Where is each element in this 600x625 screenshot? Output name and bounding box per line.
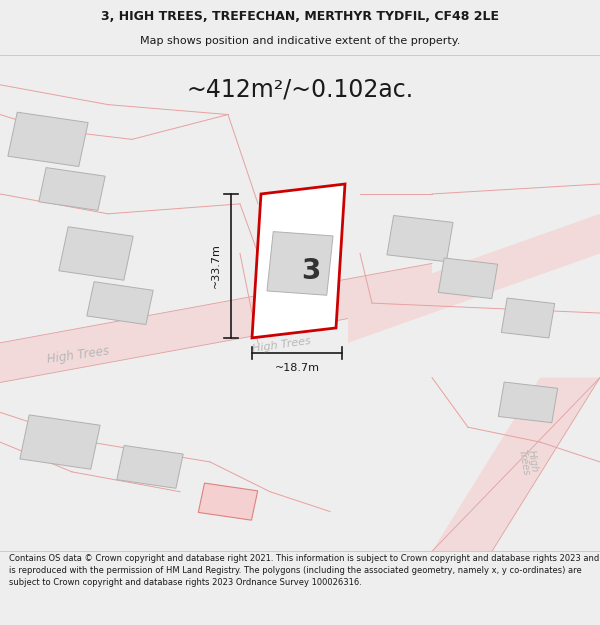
Polygon shape xyxy=(502,298,554,338)
Polygon shape xyxy=(198,483,258,520)
Polygon shape xyxy=(20,415,100,469)
Text: Map shows position and indicative extent of the property.: Map shows position and indicative extent… xyxy=(140,36,460,46)
Polygon shape xyxy=(499,382,557,423)
Text: High
Trees: High Trees xyxy=(516,448,540,477)
Text: ~412m²/~0.102ac.: ~412m²/~0.102ac. xyxy=(187,78,413,102)
Polygon shape xyxy=(439,258,497,299)
Polygon shape xyxy=(8,112,88,166)
Text: ~33.7m: ~33.7m xyxy=(211,244,221,288)
Text: Contains OS data © Crown copyright and database right 2021. This information is : Contains OS data © Crown copyright and d… xyxy=(9,554,599,587)
Text: ~18.7m: ~18.7m xyxy=(275,362,320,372)
Text: High Trees: High Trees xyxy=(46,344,110,366)
Polygon shape xyxy=(39,168,105,211)
Polygon shape xyxy=(267,232,333,295)
Polygon shape xyxy=(87,282,153,324)
Polygon shape xyxy=(0,263,432,382)
Text: 3, HIGH TREES, TREFECHAN, MERTHYR TYDFIL, CF48 2LE: 3, HIGH TREES, TREFECHAN, MERTHYR TYDFIL… xyxy=(101,10,499,23)
Polygon shape xyxy=(117,446,183,488)
Text: High Trees: High Trees xyxy=(252,336,312,354)
Polygon shape xyxy=(59,227,133,280)
Text: 3: 3 xyxy=(301,257,320,285)
Polygon shape xyxy=(387,216,453,262)
Polygon shape xyxy=(432,378,600,551)
Polygon shape xyxy=(348,214,600,343)
Polygon shape xyxy=(252,184,345,338)
